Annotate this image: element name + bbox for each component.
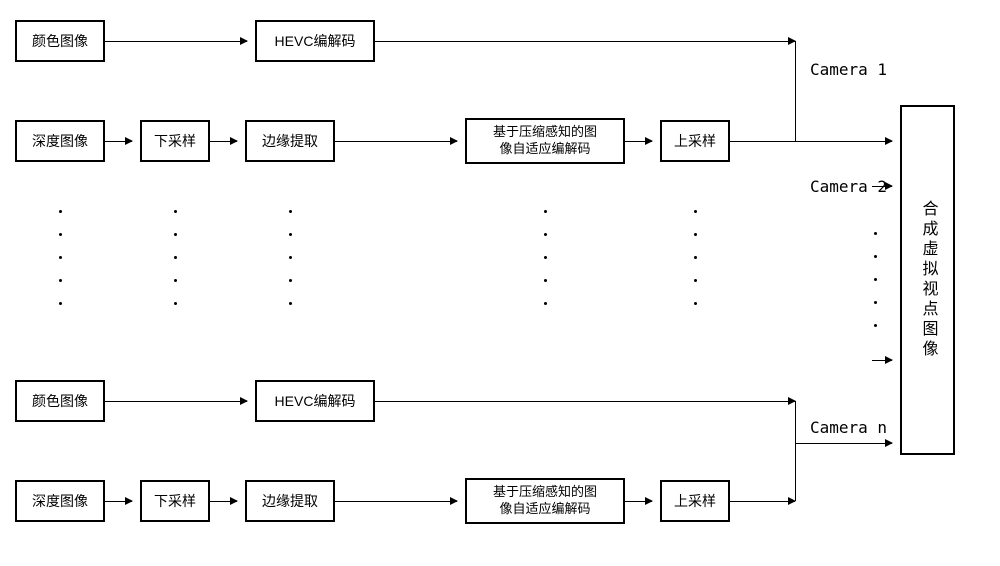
- output-box: 合成虚拟视点图像: [900, 105, 955, 455]
- edge-extract-label-1: 边缘提取: [262, 131, 318, 151]
- dots: [540, 210, 550, 305]
- arrow: [105, 141, 132, 142]
- arrow: [105, 501, 132, 502]
- edge-extract-box-n: 边缘提取: [245, 480, 335, 522]
- downsample-label-1: 下采样: [154, 131, 196, 151]
- depth-image-label-n: 深度图像: [32, 491, 88, 511]
- arrow: [625, 501, 652, 502]
- hevc-label-1: HEVC编解码: [275, 31, 356, 51]
- cs-line1-n: 基于压缩感知的图: [493, 484, 597, 501]
- camera1-label: Camera 1: [810, 60, 887, 79]
- cameran-label: Camera n: [810, 418, 887, 437]
- cs-codec-text-1: 基于压缩感知的图 像自适应编解码: [493, 124, 597, 158]
- arrow: [795, 443, 892, 444]
- arrow: [210, 141, 237, 142]
- output-label: 合成虚拟视点图像: [916, 200, 940, 360]
- hevc-label-n: HEVC编解码: [275, 391, 356, 411]
- edge-extract-label-n: 边缘提取: [262, 491, 318, 511]
- arrow: [375, 41, 795, 42]
- dots: [170, 210, 180, 305]
- arrow: [730, 141, 892, 142]
- upsample-label-n: 上采样: [674, 491, 716, 511]
- arrow: [872, 360, 892, 361]
- color-image-box-n: 颜色图像: [15, 380, 105, 422]
- depth-image-box-n: 深度图像: [15, 480, 105, 522]
- dots: [285, 210, 295, 305]
- color-image-box-1: 颜色图像: [15, 20, 105, 62]
- upsample-label-1: 上采样: [674, 131, 716, 151]
- edge-extract-box-1: 边缘提取: [245, 120, 335, 162]
- hevc-box-1: HEVC编解码: [255, 20, 375, 62]
- arrow-line: [795, 443, 796, 501]
- arrow: [105, 41, 247, 42]
- arrow: [375, 401, 795, 402]
- downsample-box-1: 下采样: [140, 120, 210, 162]
- upsample-box-n: 上采样: [660, 480, 730, 522]
- dots: [690, 210, 700, 305]
- downsample-label-n: 下采样: [154, 491, 196, 511]
- cs-line2-1: 像自适应编解码: [493, 141, 597, 158]
- cs-codec-box-1: 基于压缩感知的图 像自适应编解码: [465, 118, 625, 164]
- cs-codec-text-n: 基于压缩感知的图 像自适应编解码: [493, 484, 597, 518]
- arrow: [105, 401, 247, 402]
- upsample-box-1: 上采样: [660, 120, 730, 162]
- color-image-label-1: 颜色图像: [32, 31, 88, 51]
- depth-image-box-1: 深度图像: [15, 120, 105, 162]
- arrow: [335, 141, 457, 142]
- downsample-box-n: 下采样: [140, 480, 210, 522]
- dots: [55, 210, 65, 305]
- color-image-label-n: 颜色图像: [32, 391, 88, 411]
- arrow: [625, 141, 652, 142]
- arrow-line: [795, 41, 796, 141]
- arrow: [872, 186, 892, 187]
- hevc-box-n: HEVC编解码: [255, 380, 375, 422]
- cs-line2-n: 像自适应编解码: [493, 501, 597, 518]
- dots: [870, 232, 880, 327]
- arrow: [335, 501, 457, 502]
- arrow: [210, 501, 237, 502]
- depth-image-label-1: 深度图像: [32, 131, 88, 151]
- cs-codec-box-n: 基于压缩感知的图 像自适应编解码: [465, 478, 625, 524]
- cs-line1-1: 基于压缩感知的图: [493, 124, 597, 141]
- arrow: [730, 501, 795, 502]
